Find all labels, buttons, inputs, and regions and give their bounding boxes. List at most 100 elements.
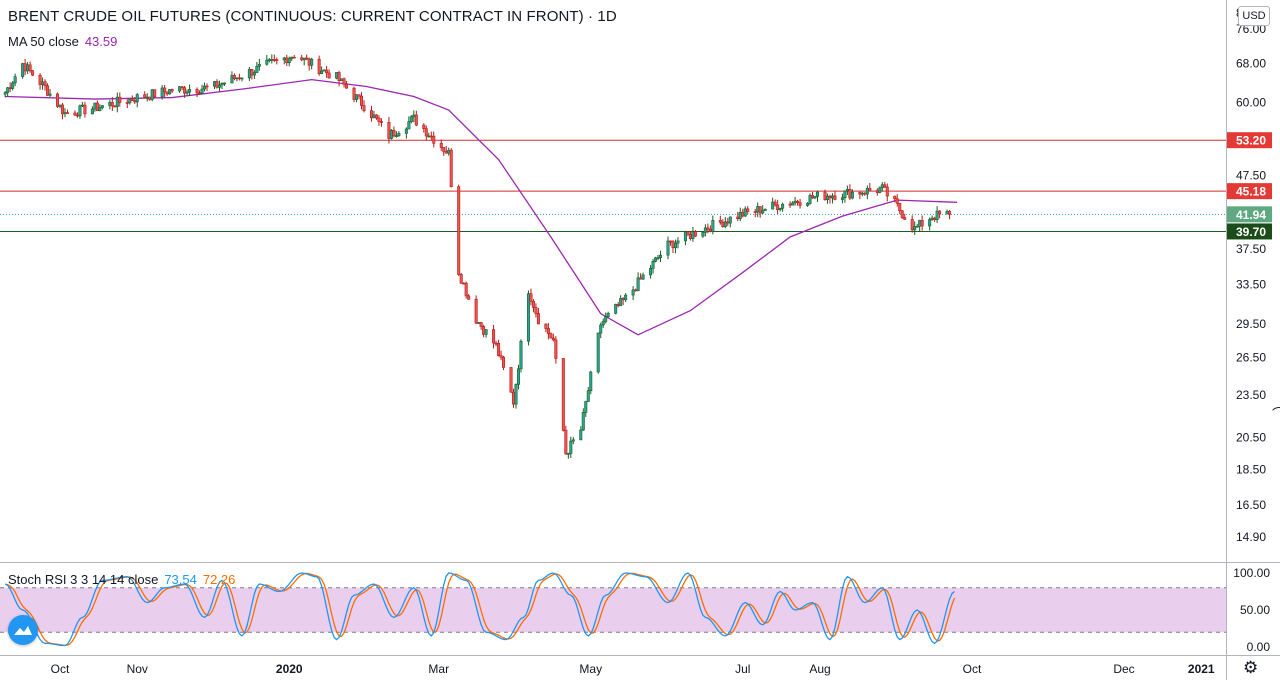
currency-button[interactable]: USD [1238, 6, 1270, 26]
candle-body [841, 198, 843, 200]
tradingview-logo-icon[interactable] [8, 615, 38, 645]
time-axis[interactable]: Oct Nov 2020 Mar May Jul Aug Oct Dec 2021 [51, 662, 1215, 676]
candle-body [405, 129, 407, 133]
candle-body [624, 295, 626, 300]
candle-body [163, 88, 165, 92]
candle-body [585, 402, 587, 413]
candle-body [9, 88, 11, 89]
candle-body [761, 211, 763, 213]
candle-body [884, 185, 886, 187]
candle-body [537, 314, 539, 324]
candle-body [814, 196, 816, 198]
candle-body [378, 118, 380, 121]
candle-body [846, 189, 848, 191]
candle-body [901, 211, 903, 218]
candle-body [602, 322, 604, 325]
candle-body [286, 58, 288, 63]
candle-body [946, 211, 948, 214]
time-tick-label: May [579, 662, 602, 676]
candle-body [109, 102, 111, 105]
candle-body [495, 343, 497, 344]
candle-body [689, 234, 691, 238]
ma-legend[interactable]: MA 50 close 43.59 [8, 34, 117, 49]
candle-body [318, 59, 320, 73]
price-axis-labels: 53.20 45.18 39.70 41.94 [1227, 132, 1272, 239]
stoch-overbought-oversold-band [0, 588, 1226, 632]
candle-body [639, 278, 641, 279]
time-tick-label: Oct [51, 662, 70, 676]
candle-body [565, 430, 567, 454]
candle-body [933, 218, 935, 220]
candle-body [183, 88, 185, 94]
candle-body [672, 242, 674, 248]
candle-body [398, 133, 400, 135]
candle-body [430, 136, 432, 137]
candle-body [74, 113, 76, 115]
candle-body [904, 218, 906, 220]
candle-body [510, 367, 512, 392]
candle-body [879, 188, 881, 193]
candle-body [532, 301, 534, 307]
price-tick-label: 37.50 [1236, 242, 1266, 256]
level-price-box: 53.20 [1236, 134, 1266, 148]
candle-body [622, 298, 624, 299]
gear-icon[interactable]: ⚙ [1243, 659, 1258, 676]
candle-body [413, 115, 415, 117]
candle-body [849, 189, 851, 198]
candle-body [712, 220, 714, 231]
stoch-rsi-legend[interactable]: Stoch RSI 3 3 14 14 close 73.54 72.26 [8, 572, 235, 587]
candle-body [776, 205, 778, 210]
candle-body [722, 222, 724, 226]
candle-body [607, 313, 609, 316]
candle-body [343, 79, 345, 85]
stoch-tick-label: 50.00 [1240, 603, 1270, 617]
price-tick-label: 68.00 [1236, 57, 1266, 71]
candle-body [363, 105, 365, 110]
candle-body [632, 290, 634, 295]
candle-body [308, 59, 310, 65]
horizontal-levels[interactable] [0, 140, 1226, 231]
candle-body [251, 69, 253, 75]
candle-body [457, 187, 459, 275]
candle-body [831, 196, 833, 198]
candle-body [248, 69, 250, 78]
candle-body [425, 129, 427, 136]
candle-body [550, 334, 552, 338]
candle-body [918, 220, 920, 226]
candlestick-series[interactable] [4, 54, 951, 458]
candle-body [305, 58, 307, 59]
candle-body [572, 440, 574, 441]
stoch-tick-label: 0.00 [1247, 640, 1271, 654]
candle-body [806, 203, 808, 205]
candle-body [764, 209, 766, 210]
candle-body [667, 241, 669, 255]
candle-body [276, 60, 278, 61]
candle-body [739, 212, 741, 218]
candle-body [76, 115, 78, 116]
price-axis[interactable]: 80.0076.0068.0060.0047.5037.5033.5029.50… [1236, 6, 1266, 544]
price-tick-label: 14.90 [1236, 530, 1266, 544]
time-tick-label: Oct [963, 662, 982, 676]
chart-title[interactable]: BRENT CRUDE OIL FUTURES (CONTINUOUS: CUR… [8, 8, 617, 25]
candle-body [198, 93, 200, 94]
candle-body [789, 204, 791, 205]
candle-body [500, 356, 502, 358]
candle-body [467, 296, 469, 299]
candle-body [380, 122, 382, 123]
stoch-rsi-k-value: 73.54 [164, 572, 197, 587]
drag-handle-icon[interactable]: ⌒ [1272, 404, 1280, 424]
candle-body [408, 122, 410, 129]
candle-body [809, 195, 811, 203]
candle-body [614, 304, 616, 313]
candle-body [759, 207, 761, 213]
candle-body [81, 105, 83, 106]
candle-body [373, 115, 375, 118]
candle-body [709, 229, 711, 231]
candle-body [617, 304, 619, 305]
stoch-rsi-label: Stoch RSI 3 3 14 14 close [8, 572, 158, 587]
candle-body [545, 324, 547, 328]
candle-body [258, 64, 260, 66]
candle-body [851, 192, 853, 198]
candle-body [84, 105, 86, 114]
candle-body [144, 95, 146, 98]
